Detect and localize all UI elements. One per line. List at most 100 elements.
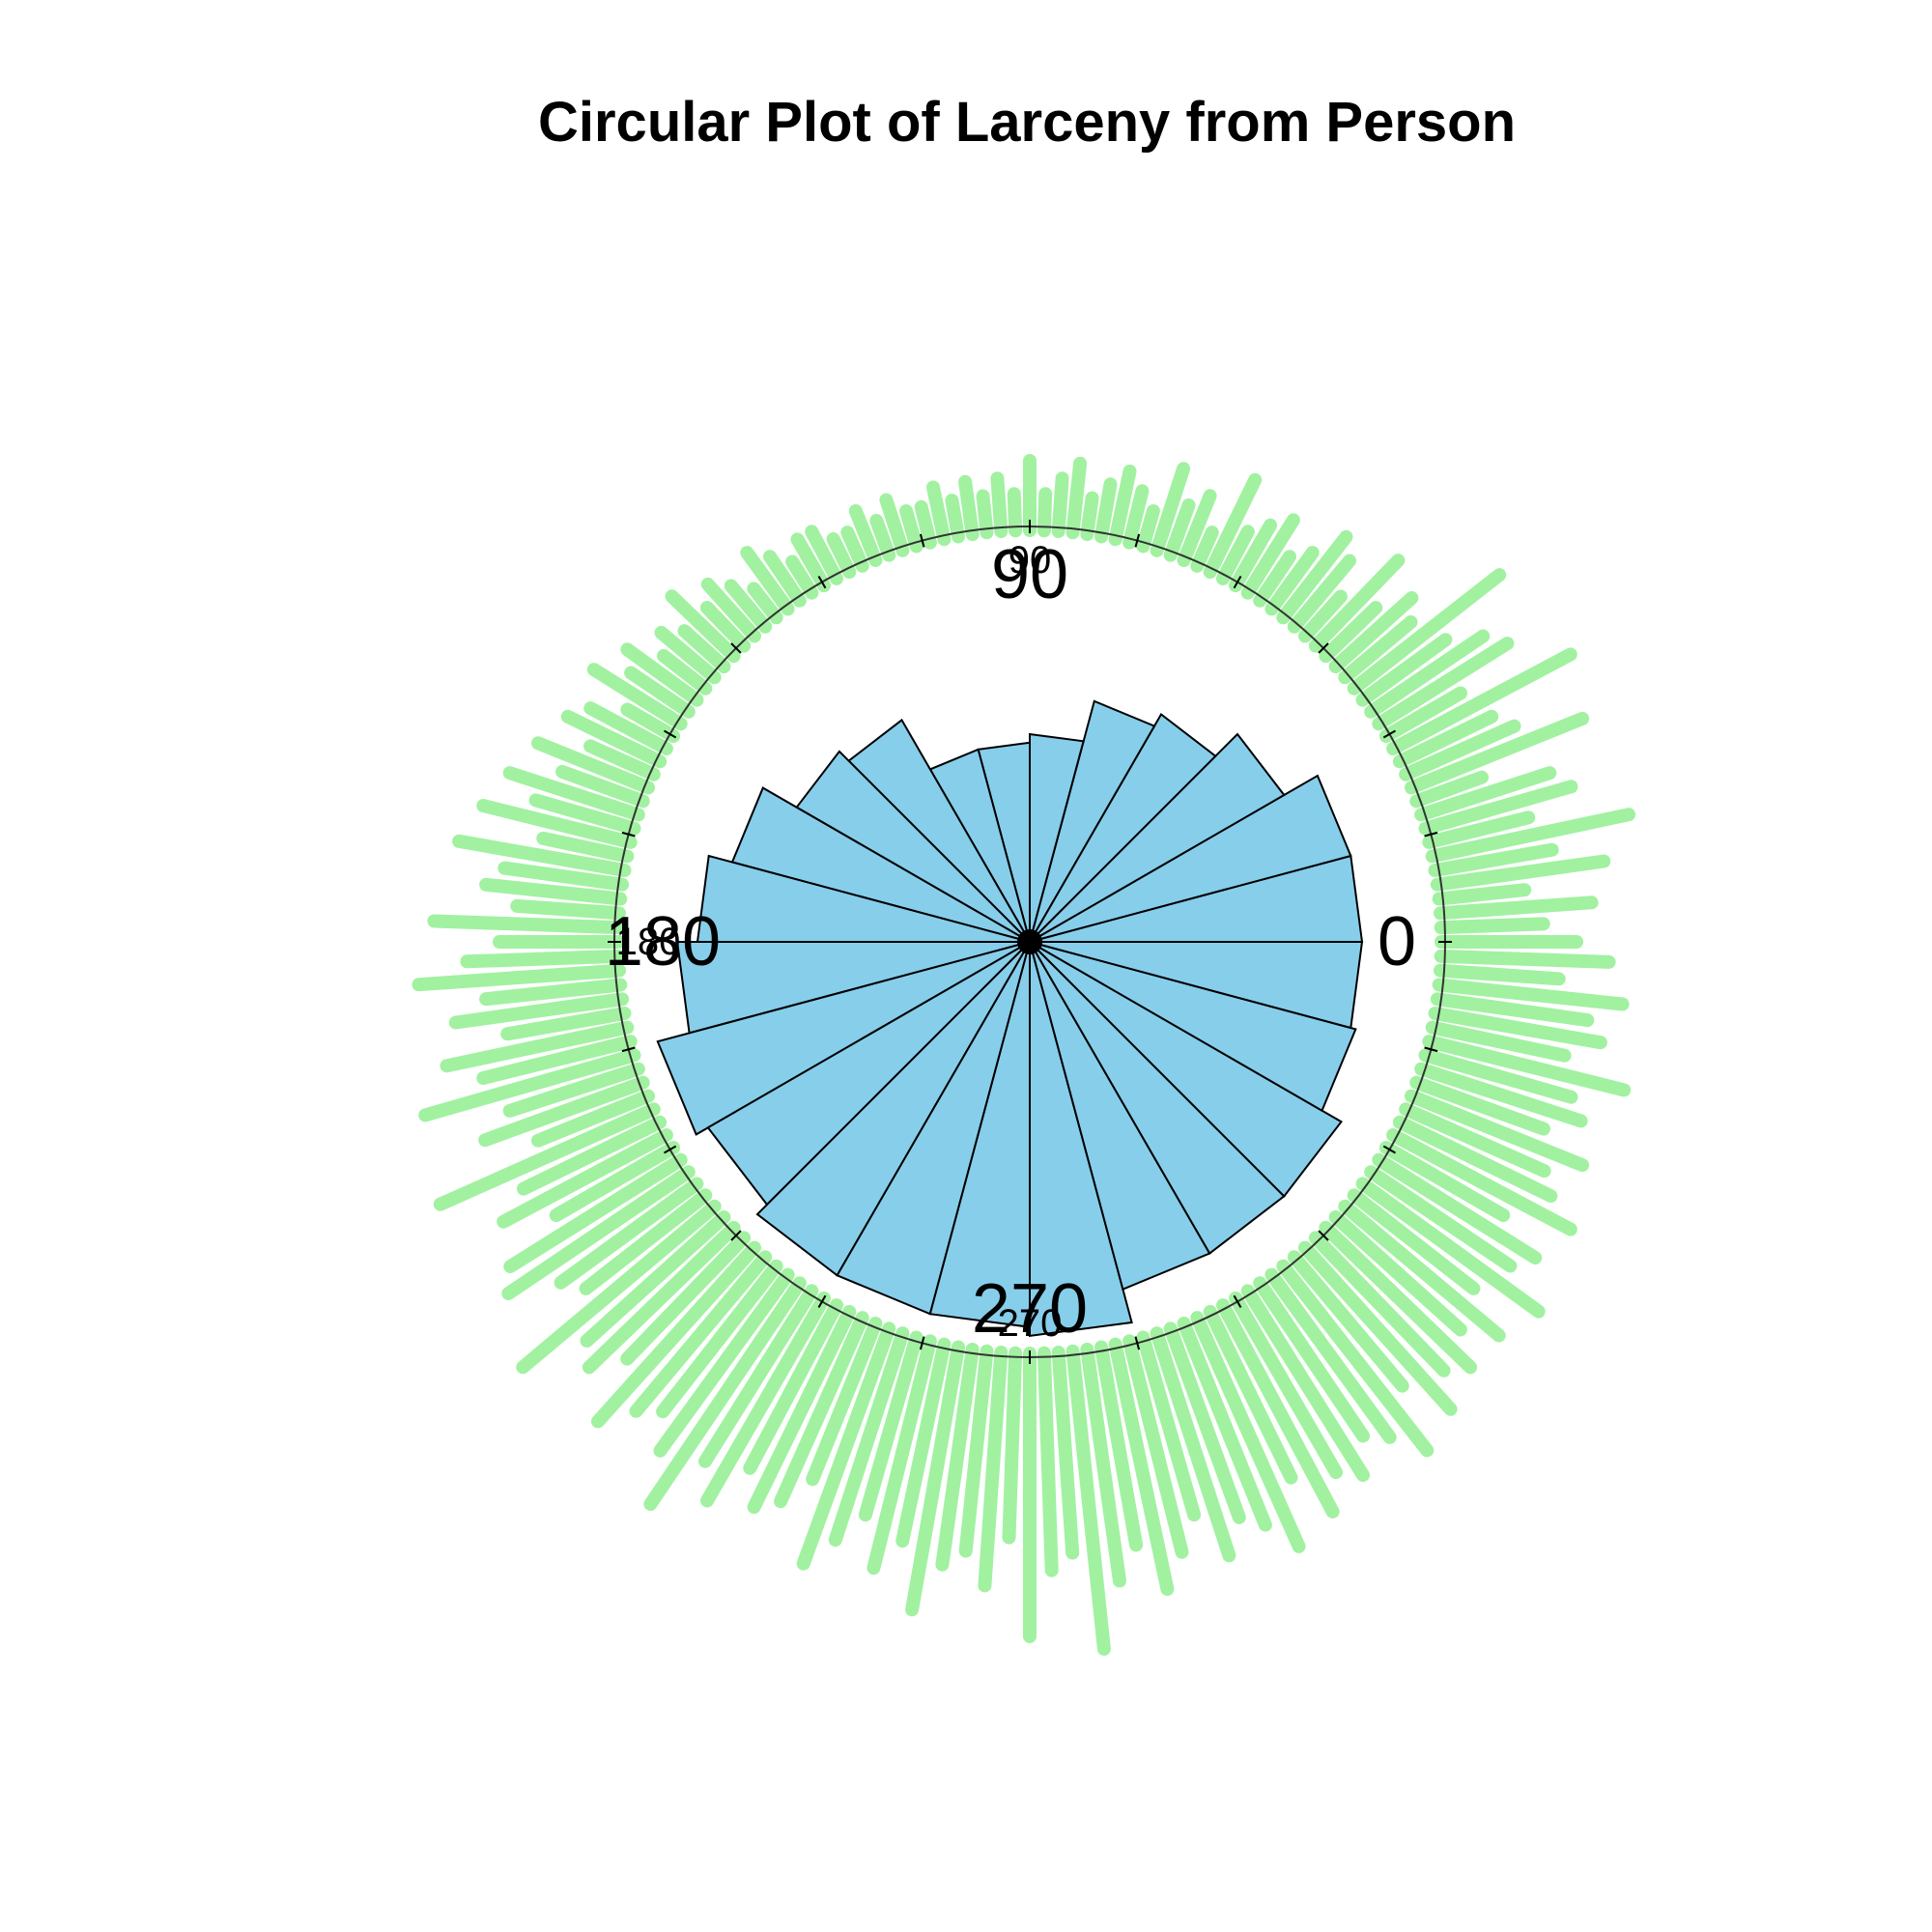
stack-ray: [1399, 1102, 1551, 1179]
stack-ray: [1414, 1062, 1588, 1128]
stack-ray: [1177, 1317, 1272, 1532]
stack-ray: [763, 550, 807, 608]
stack-ray: [1264, 546, 1320, 616]
stack-ray: [654, 625, 722, 685]
stack-ray: [583, 701, 673, 755]
stack-ray: [1229, 518, 1277, 593]
stack-ray: [502, 1062, 645, 1118]
stack-ray: [914, 499, 937, 550]
stack-ray: [1434, 895, 1599, 921]
stack-ray: [479, 978, 628, 1007]
stack-ray: [476, 1035, 638, 1085]
stack-ray: [978, 1346, 1009, 1593]
stack-ray: [1094, 477, 1118, 544]
stack-ray: [1122, 484, 1150, 550]
stack-ray: [677, 624, 731, 673]
stack-ray: [1338, 615, 1418, 685]
stack-ray: [958, 474, 980, 542]
stack-ray: [1177, 489, 1217, 567]
stack-ray: [1422, 810, 1536, 849]
stack-ray: [858, 1330, 923, 1522]
stack-ray: [528, 793, 641, 836]
stack-ray: [935, 1342, 980, 1572]
stack-ray: [826, 532, 857, 580]
stack-ray: [1434, 963, 1566, 986]
stack-ray: [582, 1220, 741, 1375]
stack-ray: [1405, 711, 1590, 795]
stack-ray: [516, 1199, 722, 1375]
stack-ray: [1405, 1089, 1590, 1173]
stack-ray: [1372, 1152, 1543, 1264]
stack-ray: [1392, 1115, 1558, 1203]
stack-ray: [452, 834, 632, 877]
angle-tick: [1382, 729, 1396, 739]
stack-ray: [1308, 1231, 1451, 1378]
stack-ray: [1065, 1344, 1111, 1656]
stack-ray: [747, 1304, 857, 1515]
stack-ray: [1051, 1346, 1080, 1560]
stack-ray: [1328, 591, 1419, 673]
stack-ray: [899, 504, 923, 554]
stack-ray: [433, 1102, 661, 1211]
stack-ray: [1328, 1210, 1467, 1337]
stack-ray: [653, 1267, 795, 1458]
angle-label-small: 90: [1009, 539, 1052, 582]
stack-ray: [500, 1007, 632, 1041]
angle-tick: [621, 831, 636, 838]
stack-ray: [1409, 1075, 1550, 1136]
angle-label: 180: [605, 903, 721, 980]
stack-ray: [517, 1115, 668, 1196]
stack-ray: [1425, 1020, 1572, 1063]
stack-ray: [579, 1188, 713, 1295]
stack-ray: [1253, 550, 1296, 608]
stack-ray: [1065, 456, 1088, 540]
stack-ray: [1051, 471, 1069, 538]
stack-ray: [583, 739, 661, 781]
stack-ray: [1414, 766, 1557, 822]
angle-label: 270: [972, 1270, 1088, 1348]
stack-ray: [1108, 1337, 1175, 1596]
stack-ray: [476, 799, 638, 849]
stack-ray: [1418, 1048, 1578, 1104]
angle-tick: [1318, 642, 1329, 654]
stack-ray: [1287, 554, 1356, 634]
angle-tick: [1134, 533, 1141, 548]
stack-ray: [580, 1210, 731, 1348]
stack-ray: [478, 1075, 650, 1148]
angle-tick: [919, 533, 925, 548]
stack-ray: [1240, 513, 1300, 600]
stack-ray: [1347, 1188, 1481, 1295]
stack-ray: [1418, 780, 1578, 836]
stack-ray: [1163, 1321, 1246, 1524]
stack-ray: [1432, 883, 1532, 906]
stack-ray: [1425, 808, 1636, 864]
stack-ray: [502, 766, 645, 822]
stack-ray: [700, 577, 761, 643]
stack-ray: [1428, 842, 1559, 877]
stack-ray: [743, 1298, 843, 1475]
stack-ray: [1378, 686, 1467, 743]
stack-ray: [1364, 1165, 1518, 1273]
stack-ray: [958, 1344, 994, 1558]
stack-ray: [740, 546, 795, 616]
stack-ray: [412, 963, 626, 992]
stack-ray: [1007, 487, 1023, 538]
stack-ray: [1308, 554, 1406, 653]
stack-ray: [990, 471, 1009, 538]
stack-ray: [774, 1311, 869, 1509]
angle-tick: [664, 1145, 677, 1154]
stack-ray: [1229, 1291, 1343, 1480]
stack-ray: [1002, 1346, 1023, 1545]
stack-ray: [629, 1250, 773, 1418]
stack-ray: [806, 1317, 883, 1487]
stack-ray: [503, 1152, 688, 1273]
stack-ray: [747, 582, 783, 625]
stack-ray: [1136, 504, 1160, 554]
angle-tick: [1134, 1336, 1141, 1350]
stack-ray: [510, 898, 626, 921]
stack-ray: [1386, 647, 1577, 755]
stack-ray: [460, 949, 626, 969]
stack-ray: [1150, 462, 1191, 557]
